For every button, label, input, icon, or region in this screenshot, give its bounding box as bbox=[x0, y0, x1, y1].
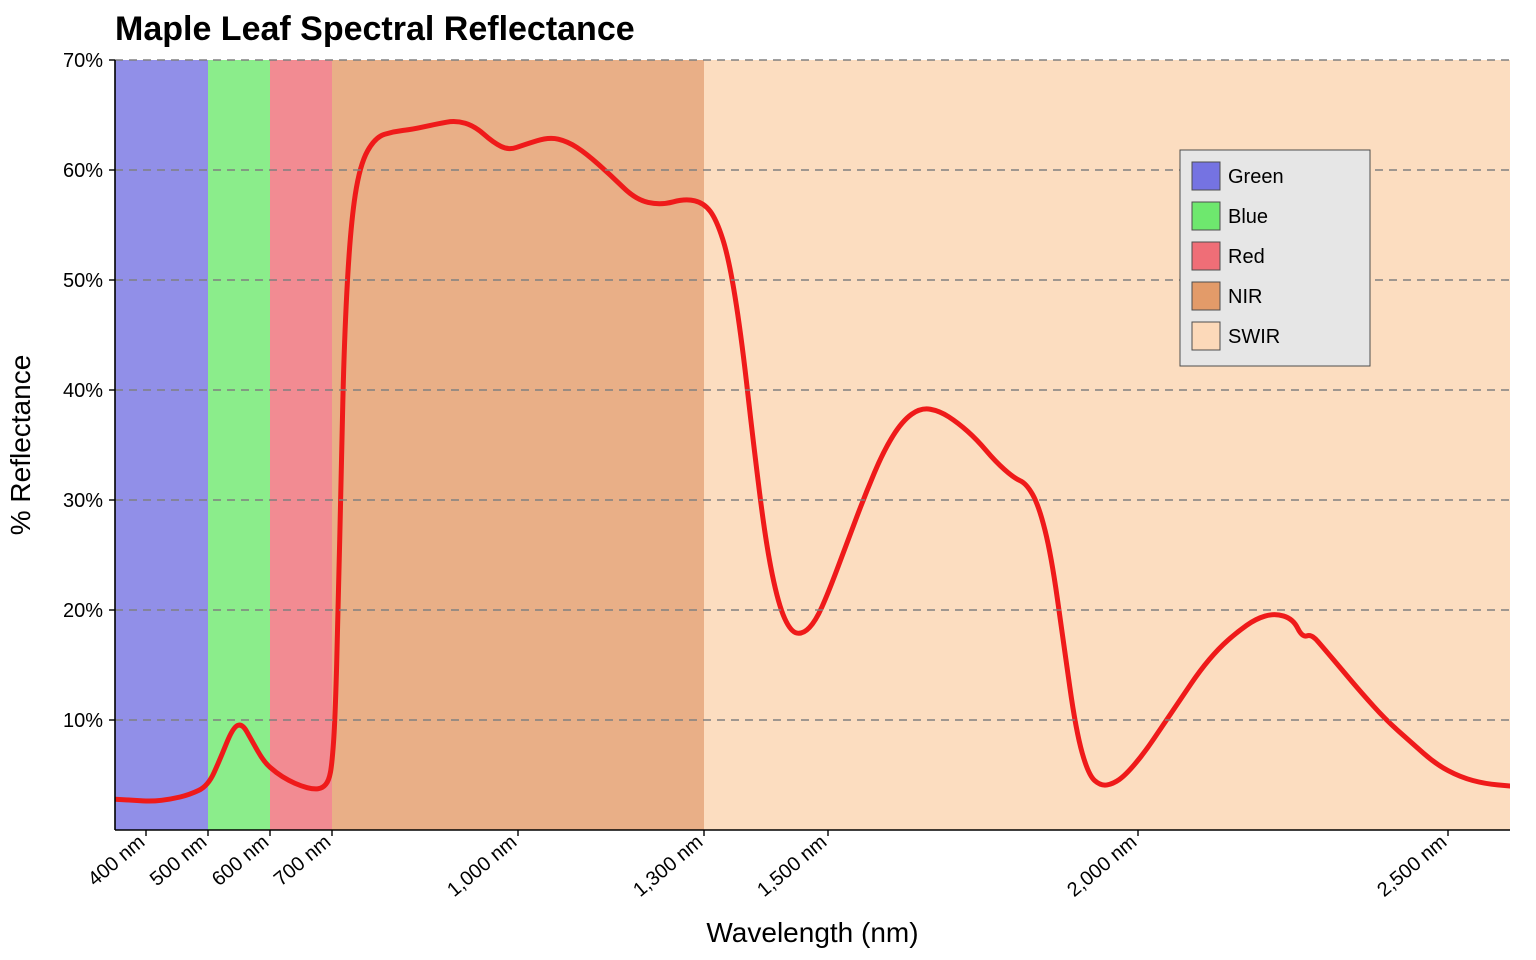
band-swir bbox=[704, 60, 1510, 830]
legend-label: Blue bbox=[1228, 206, 1268, 228]
band-green bbox=[115, 60, 208, 830]
y-tick-label: 60% bbox=[63, 160, 103, 182]
x-axis-label: Wavelength (nm) bbox=[706, 917, 918, 948]
legend-label: Red bbox=[1228, 246, 1265, 268]
band-blue bbox=[208, 60, 270, 830]
chart-svg: 10%20%30%40%50%60%70%400 nm500 nm600 nm7… bbox=[0, 0, 1536, 960]
legend-swatch bbox=[1192, 202, 1220, 230]
y-tick-label: 70% bbox=[63, 50, 103, 72]
band-red bbox=[270, 60, 332, 830]
legend-swatch bbox=[1192, 322, 1220, 350]
legend-label: Green bbox=[1228, 166, 1284, 188]
y-axis-label: % Reflectance bbox=[5, 355, 36, 536]
legend-swatch bbox=[1192, 242, 1220, 270]
y-tick-label: 40% bbox=[63, 380, 103, 402]
band-nir bbox=[332, 60, 704, 830]
y-tick-label: 10% bbox=[63, 710, 103, 732]
y-tick-label: 50% bbox=[63, 270, 103, 292]
y-tick-label: 30% bbox=[63, 490, 103, 512]
y-tick-label: 20% bbox=[63, 600, 103, 622]
legend-label: NIR bbox=[1228, 286, 1262, 308]
legend-swatch bbox=[1192, 162, 1220, 190]
chart-title: Maple Leaf Spectral Reflectance bbox=[115, 10, 635, 48]
legend-label: SWIR bbox=[1228, 326, 1280, 348]
legend-swatch bbox=[1192, 282, 1220, 310]
chart-container: 10%20%30%40%50%60%70%400 nm500 nm600 nm7… bbox=[0, 0, 1536, 960]
